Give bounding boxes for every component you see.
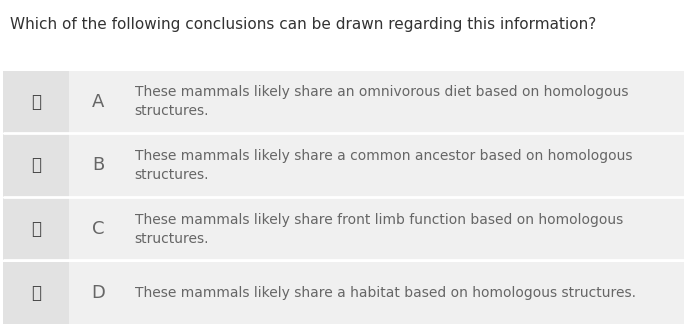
FancyBboxPatch shape [3,262,69,324]
Text: Which of the following conclusions can be drawn regarding this information?: Which of the following conclusions can b… [10,17,596,32]
FancyBboxPatch shape [3,71,69,133]
Text: These mammals likely share front limb function based on homologous
structures.: These mammals likely share front limb fu… [135,213,623,246]
Text: 🔇: 🔇 [31,220,41,238]
Text: These mammals likely share a habitat based on homologous structures.: These mammals likely share a habitat bas… [135,286,636,300]
Text: 🔇: 🔇 [31,93,41,111]
FancyBboxPatch shape [3,262,684,324]
Text: C: C [92,220,105,238]
Text: These mammals likely share a common ancestor based on homologous
structures.: These mammals likely share a common ance… [135,149,632,182]
FancyBboxPatch shape [3,134,684,197]
Text: D: D [91,284,106,302]
FancyBboxPatch shape [3,134,69,197]
Text: 🔇: 🔇 [31,284,41,302]
FancyBboxPatch shape [3,71,684,133]
Text: These mammals likely share an omnivorous diet based on homologous
structures.: These mammals likely share an omnivorous… [135,85,628,118]
Text: A: A [93,93,104,111]
FancyBboxPatch shape [3,198,684,260]
Text: B: B [93,157,104,174]
FancyBboxPatch shape [3,198,69,260]
Text: 🔇: 🔇 [31,157,41,174]
